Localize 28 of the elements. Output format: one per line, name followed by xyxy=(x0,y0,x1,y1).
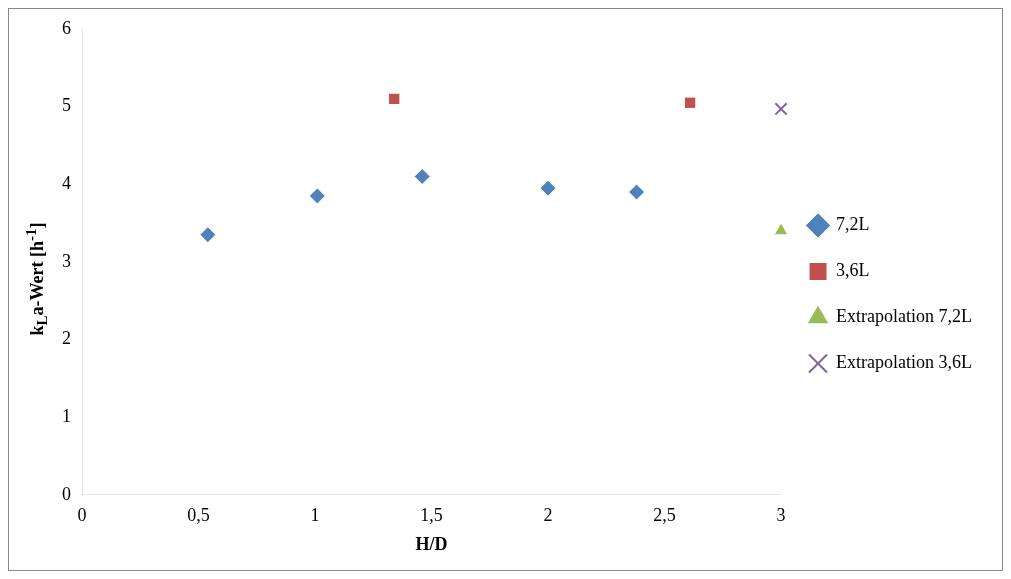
legend-label: Extrapolation 3,6L xyxy=(836,352,972,373)
point xyxy=(628,183,646,201)
point xyxy=(684,96,697,109)
x-tick-label: 0 xyxy=(77,505,87,526)
point xyxy=(773,222,789,236)
point xyxy=(539,179,557,197)
point xyxy=(774,102,788,116)
legend-label: 3,6L xyxy=(836,260,870,281)
x-tick-label: 0,5 xyxy=(187,505,210,526)
y-tick-label: 4 xyxy=(62,173,71,193)
y-tick-label: 5 xyxy=(62,95,71,116)
x-tick-label: 1 xyxy=(310,505,320,526)
x-axis-title: H/D xyxy=(415,533,448,554)
point xyxy=(308,187,326,205)
y-tick-label: 2 xyxy=(62,328,71,349)
legend-label: Extrapolation 7,2L xyxy=(836,306,972,327)
point xyxy=(388,92,401,106)
legend-label: 7,2L xyxy=(836,214,870,235)
x-tick-label: 2,5 xyxy=(653,505,676,526)
y-tick-label: 1 xyxy=(62,405,71,426)
x-tick-label: 2 xyxy=(543,505,553,526)
y-tick-label: 0 xyxy=(62,483,71,504)
point xyxy=(413,168,431,185)
point xyxy=(199,226,217,244)
y-tick-label: 3 xyxy=(62,250,71,271)
x-tick-label: 1,5 xyxy=(420,505,443,526)
y-tick-label: 6 xyxy=(62,17,71,38)
x-tick-label: 3 xyxy=(776,505,786,526)
